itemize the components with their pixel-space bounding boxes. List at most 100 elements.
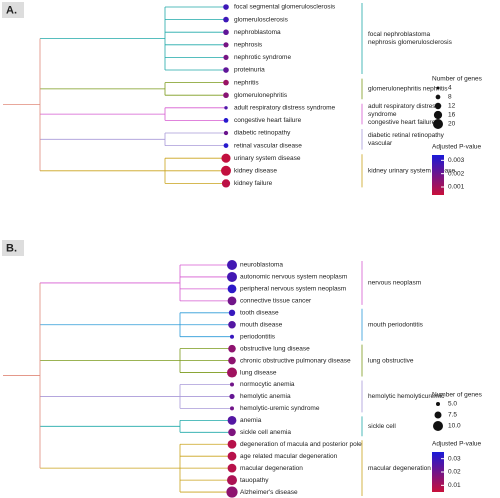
legend-size-label: 8 [448, 94, 452, 101]
legend-size [436, 402, 440, 406]
term-dot [223, 79, 229, 86]
colorbar [432, 452, 444, 492]
cluster-label: nervous neoplasm [368, 280, 421, 287]
term-label: kidney disease [234, 168, 277, 175]
term-label: normocytic anemia [240, 381, 295, 388]
cluster-label: focal nephroblastoma [368, 31, 431, 38]
term-dot [223, 42, 229, 48]
term-label: retinal vascular disease [234, 142, 302, 149]
cluster-label: glomerulonephritis nephritis [368, 86, 448, 93]
term-dot [230, 406, 234, 411]
term-label: kidney failure [234, 180, 273, 187]
term-dot [227, 475, 237, 486]
colorbar-label: 0.001 [448, 184, 465, 191]
legend-size [433, 110, 443, 120]
term-dot [223, 54, 229, 60]
term-label: macular degeneration [240, 465, 303, 472]
term-label: nephroblastoma [234, 29, 281, 36]
term-label: glomerulosclerosis [234, 16, 289, 23]
term-label: congestive heart failure [234, 117, 302, 124]
term-dot [223, 4, 229, 10]
legend-size [433, 119, 443, 129]
term-label: tooth disease [240, 310, 279, 317]
term-label: adult respiratory distress syndrome [234, 105, 336, 112]
term-dot [226, 486, 238, 498]
colorbar [432, 155, 444, 195]
term-dot [227, 367, 237, 378]
legend-title: Adjusted P-value [432, 144, 482, 151]
panel-label-bg [2, 240, 24, 256]
term-dot [228, 344, 236, 353]
term-dot [223, 92, 229, 99]
cluster-label: nephrosis glomerulosclerosis [368, 39, 453, 46]
legend-size [435, 94, 441, 100]
term-dot [221, 179, 231, 188]
term-label: hemolytic-uremic syndrome [240, 405, 320, 412]
legend-size [433, 421, 443, 431]
cluster-label: hemolytic hemolyticuremic [368, 393, 445, 400]
term-dot [221, 165, 231, 176]
term-label: age related macular degeneration [240, 453, 338, 460]
cluster-label: vascular [368, 140, 393, 147]
term-label: anemia [240, 417, 262, 424]
cluster-label: congestive heart failure [368, 119, 436, 126]
legend-size [434, 102, 442, 110]
legend-size [436, 86, 440, 90]
term-label: urinary system disease [234, 155, 301, 162]
term-label: tauopathy [240, 477, 269, 484]
panel-label: A. [6, 4, 17, 16]
term-dot [227, 463, 237, 473]
legend-size-label: 4 [448, 85, 452, 92]
term-label: lung disease [240, 369, 277, 376]
colorbar-label: 0.002 [448, 170, 465, 177]
legend-title: Number of genes [432, 76, 483, 83]
term-dot [227, 271, 237, 282]
term-label: autonomic nervous system neoplasm [240, 274, 347, 281]
term-label: neuroblastoma [240, 262, 283, 269]
term-label: diabetic retinopathy [234, 130, 291, 137]
cluster-label: macular degeneration [368, 465, 431, 472]
term-dot [228, 428, 236, 437]
term-label: sickle cell anemia [240, 429, 291, 436]
legend-size [434, 411, 442, 419]
panel-label-bg [2, 2, 24, 18]
legend-size-label: 20 [448, 121, 456, 128]
colorbar-label: 0.02 [448, 469, 461, 476]
panel-label: B. [6, 242, 17, 254]
term-dot [228, 356, 236, 365]
cluster-label: sickle cell [368, 423, 396, 430]
colorbar-label: 0.01 [448, 482, 461, 489]
term-label: focal segmental glomerulosclerosis [234, 4, 336, 11]
legend-size-label: 16 [448, 112, 456, 119]
term-label: connective tissue cancer [240, 298, 312, 305]
term-dot [227, 451, 237, 461]
term-dot [223, 143, 229, 148]
term-label: hemolytic anemia [240, 393, 291, 400]
term-dot [227, 296, 237, 306]
term-dot [223, 16, 229, 23]
term-dot [227, 439, 237, 449]
term-dot [227, 284, 237, 294]
term-dot [227, 260, 237, 270]
colorbar-label: 0.003 [448, 157, 465, 164]
cluster-label: mouth periodontitis [368, 321, 424, 328]
legend-size-label: 7.5 [448, 412, 457, 419]
term-dot [223, 67, 229, 73]
term-label: mouth disease [240, 321, 283, 328]
term-dot [223, 118, 229, 123]
term-label: peripheral nervous system neoplasm [240, 286, 346, 293]
term-dot [230, 382, 234, 387]
term-dot [228, 309, 236, 316]
legend-size-label: 10.0 [448, 423, 461, 430]
term-label: chronic obstructive pulmonary disease [240, 357, 351, 364]
term-dot [221, 153, 231, 163]
term-dot [223, 130, 229, 136]
legend-title: Adjusted P-value [432, 441, 482, 448]
term-label: periodontitis [240, 333, 276, 340]
legend-size-label: 5.0 [448, 401, 457, 408]
term-label: obstructive lung disease [240, 345, 310, 352]
cluster-label: diabetic retinal retinopathy [368, 132, 445, 139]
legend-title: Number of genes [432, 392, 483, 399]
term-dot [228, 320, 236, 329]
